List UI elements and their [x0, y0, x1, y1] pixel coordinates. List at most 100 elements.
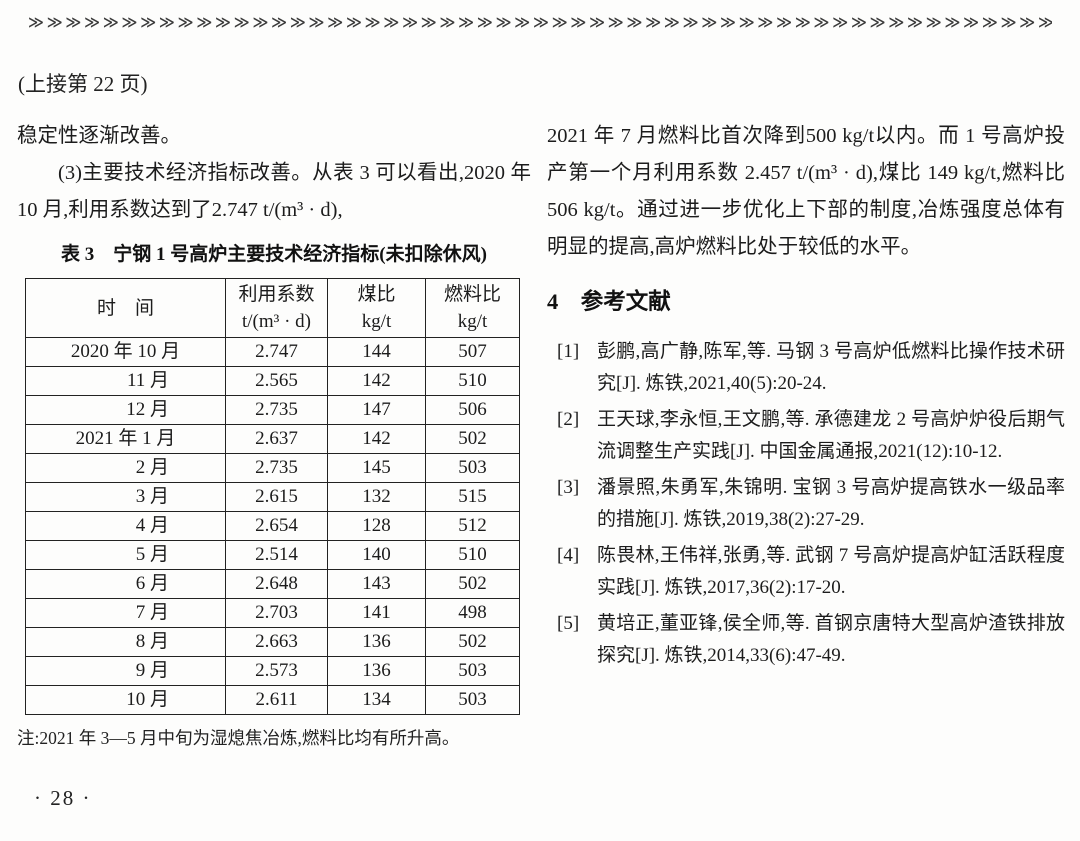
reference-item: [1] 彭鹏,高广静,陈军,等. 马钢 3 号高炉低燃料比操作技术研究[J]. 炼… [547, 336, 1065, 400]
cell-value: 506 [425, 395, 520, 425]
cell-value: 2.611 [225, 685, 328, 715]
reference-text: 彭鹏,高广静,陈军,等. 马钢 3 号高炉低燃料比操作技术研究[J]. 炼铁,2… [597, 341, 1065, 394]
reference-label: [1] [557, 341, 580, 362]
cell-time: 3 月 [25, 482, 226, 512]
reference-item: [4] 陈畏林,王伟祥,张勇,等. 武钢 7 号高炉提高炉缸活跃程度实践[J]. … [547, 540, 1065, 604]
cell-time: 6 月 [25, 569, 226, 599]
right-column: 2021 年 7 月燃料比首次降到500 kg/t以内。而 1 号高炉投产第一个… [547, 112, 1065, 676]
cell-value: 503 [425, 453, 520, 483]
cell-value: 2.735 [225, 453, 328, 483]
reference-text: 陈畏林,王伟祥,张勇,等. 武钢 7 号高炉提高炉缸活跃程度实践[J]. 炼铁,… [597, 545, 1065, 598]
col-header-utilization: 利用系数 t/(m³ · d) [225, 278, 328, 338]
table-row: 6 月 2.648 143 502 [25, 569, 520, 599]
cell-time: 2 月 [25, 453, 226, 483]
table-row: 12 月 2.735 147 506 [25, 395, 520, 425]
table-title: 表 3 宁钢 1 号高炉主要技术经济指标(未扣除休风) [61, 244, 487, 265]
cell-time: 2021 年 1 月 [25, 424, 226, 454]
table-row: 3 月 2.615 132 515 [25, 482, 520, 512]
reference-text: 潘景照,朱勇军,朱锦明. 宝钢 3 号高炉提高铁水一级品率的措施[J]. 炼铁,… [597, 477, 1065, 530]
cell-value: 502 [425, 569, 520, 599]
col-header-unit: kg/t [457, 311, 488, 332]
cell-value: 144 [327, 337, 426, 367]
cell-time: 9 月 [25, 656, 226, 686]
cell-value: 2.703 [225, 598, 328, 628]
col-header-label: 时 间 [96, 297, 154, 319]
reference-label: [2] [557, 409, 580, 430]
cell-value: 128 [327, 511, 426, 541]
reference-label: [3] [557, 477, 580, 498]
reference-item: [5] 黄培正,董亚锋,侯全师,等. 首钢京唐特大型高炉渣铁排放探究[J]. 炼铁… [547, 608, 1065, 672]
cell-value: 510 [425, 540, 520, 570]
cell-time: 10 月 [25, 685, 226, 715]
references-list: [1] 彭鹏,高广静,陈军,等. 马钢 3 号高炉低燃料比操作技术研究[J]. 炼… [547, 336, 1065, 672]
cell-value: 136 [327, 627, 426, 657]
cell-value: 141 [327, 598, 426, 628]
cell-time: 7 月 [25, 598, 226, 628]
section-heading-references: 4 参考文献 [547, 289, 671, 314]
paragraph: (3)主要技术经济指标改善。从表 3 可以看出,2020 年 10 月,利用系数… [17, 162, 531, 221]
paragraph: 2021 年 7 月燃料比首次降到500 kg/t以内。而 1 号高炉投产第一个… [547, 125, 1065, 258]
reference-item: [3] 潘景照,朱勇军,朱锦明. 宝钢 3 号高炉提高铁水一级品率的措施[J]. … [547, 472, 1065, 536]
reference-item: [2] 王天球,李永恒,王文鹏,等. 承德建龙 2 号高炉炉役后期气流调整生产实践… [547, 404, 1065, 468]
table-row: 2 月 2.735 145 503 [25, 453, 520, 483]
cell-value: 2.565 [225, 366, 328, 396]
table-row: 8 月 2.663 136 502 [25, 627, 520, 657]
col-header-label: 利用系数 [238, 284, 315, 305]
table-row: 2020 年 10 月 2.747 144 507 [25, 337, 520, 367]
left-column: 稳定性逐渐改善。 (3)主要技术经济指标改善。从表 3 可以看出,2020 年 … [17, 112, 531, 750]
page-number: · 28 · [34, 786, 92, 810]
col-header-label: 燃料比 [443, 284, 501, 305]
decorative-border: ≫≫≫≫≫≫≫≫≫≫≫≫≫≫≫≫≫≫≫≫≫≫≫≫≫≫≫≫≫≫≫≫≫≫≫≫≫≫≫≫… [28, 14, 1052, 33]
indicators-table: 时 间 利用系数 t/(m³ · d) 煤比 kg/t 燃料比 kg/t 202… [25, 278, 520, 715]
continued-from-note: (上接第 22 页) [18, 72, 148, 96]
cell-value: 502 [425, 424, 520, 454]
cell-value: 143 [327, 569, 426, 599]
table-note: 注:2021 年 3—5 月中旬为湿熄焦冶炼,燃料比均有所升高。 [17, 728, 460, 748]
cell-value: 498 [425, 598, 520, 628]
reference-text: 黄培正,董亚锋,侯全师,等. 首钢京唐特大型高炉渣铁排放探究[J]. 炼铁,20… [597, 613, 1065, 666]
cell-time: 2020 年 10 月 [25, 337, 226, 367]
cell-time: 5 月 [25, 540, 226, 570]
cell-value: 2.747 [225, 337, 328, 367]
table-row: 4 月 2.654 128 512 [25, 511, 520, 541]
cell-value: 134 [327, 685, 426, 715]
table-row: 11 月 2.565 142 510 [25, 366, 520, 396]
cell-time: 8 月 [25, 627, 226, 657]
col-header-fuel-ratio: 燃料比 kg/t [425, 278, 520, 338]
table-row: 2021 年 1 月 2.637 142 502 [25, 424, 520, 454]
cell-value: 2.648 [225, 569, 328, 599]
table-row: 5 月 2.514 140 510 [25, 540, 520, 570]
cell-value: 2.663 [225, 627, 328, 657]
col-header-time: 时 间 [25, 278, 226, 338]
cell-value: 512 [425, 511, 520, 541]
cell-value: 2.637 [225, 424, 328, 454]
cell-value: 140 [327, 540, 426, 570]
cell-value: 2.735 [225, 395, 328, 425]
cell-value: 503 [425, 656, 520, 686]
col-header-unit: t/(m³ · d) [241, 311, 311, 332]
table-row: 9 月 2.573 136 503 [25, 656, 520, 686]
table-header-row: 时 间 利用系数 t/(m³ · d) 煤比 kg/t 燃料比 kg/t [25, 278, 520, 338]
table-row: 10 月 2.611 134 503 [25, 685, 520, 715]
reference-text: 王天球,李永恒,王文鹏,等. 承德建龙 2 号高炉炉役后期气流调整生产实践[J]… [597, 409, 1065, 462]
cell-value: 503 [425, 685, 520, 715]
col-header-unit: kg/t [361, 311, 392, 332]
col-header-label: 煤比 [357, 284, 396, 305]
cell-value: 142 [327, 366, 426, 396]
cell-time: 11 月 [25, 366, 226, 396]
cell-value: 2.654 [225, 511, 328, 541]
cell-value: 2.615 [225, 482, 328, 512]
cell-value: 510 [425, 366, 520, 396]
cell-value: 507 [425, 337, 520, 367]
reference-label: [4] [557, 545, 580, 566]
reference-label: [5] [557, 613, 580, 634]
cell-time: 12 月 [25, 395, 226, 425]
cell-value: 136 [327, 656, 426, 686]
cell-value: 147 [327, 395, 426, 425]
cell-value: 132 [327, 482, 426, 512]
cell-value: 2.514 [225, 540, 328, 570]
cell-value: 142 [327, 424, 426, 454]
cell-value: 145 [327, 453, 426, 483]
cell-value: 515 [425, 482, 520, 512]
table-row: 7 月 2.703 141 498 [25, 598, 520, 628]
